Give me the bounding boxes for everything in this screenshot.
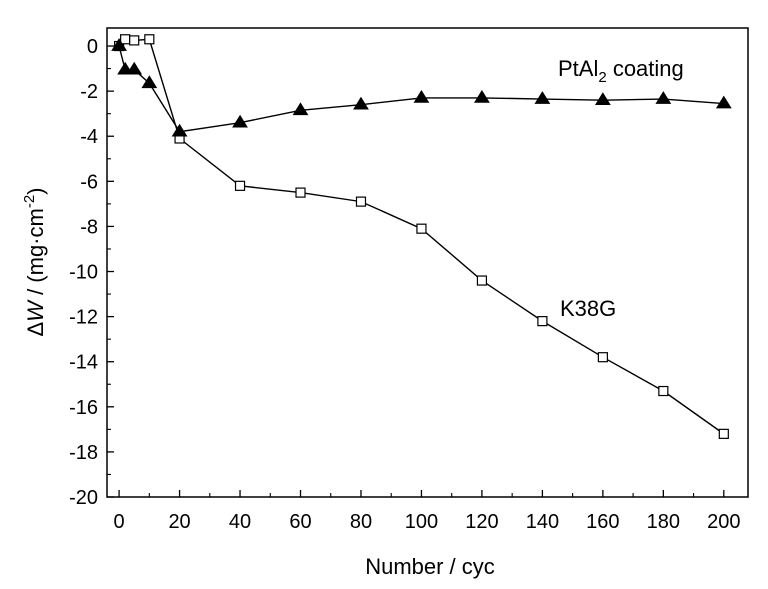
data-point-square	[537, 316, 548, 327]
y-tick-label: -14	[69, 352, 98, 374]
y-tick-label: -10	[69, 262, 98, 284]
annotation-coating-sub: 2	[598, 69, 606, 86]
y-axis-ticks: 0 -2 -4 -6 -8 -10 -12 -14 -16 -18 -20	[69, 36, 114, 509]
data-point-triangle	[594, 92, 611, 105]
y-tick-label: -16	[69, 397, 98, 419]
y-tick-label: -12	[69, 307, 98, 329]
data-point-triangle	[715, 95, 732, 109]
x-tick-label: 160	[586, 511, 619, 533]
data-point-triangle	[534, 91, 551, 104]
x-tick-label: 80	[350, 511, 372, 533]
x-axis-title: Number / cyc	[365, 554, 495, 579]
x-tick-label: 100	[405, 511, 438, 533]
x-tick-label: 120	[465, 511, 498, 533]
data-point-square	[295, 187, 306, 198]
x-tick-label: 0	[114, 511, 125, 533]
data-point-triangle	[232, 114, 248, 128]
y-axis-title-sup: -2	[21, 195, 38, 208]
y-tick-label: -4	[80, 126, 98, 148]
annotation-coating-rest: coating	[607, 56, 684, 81]
y-axis-title-delta: Δ	[23, 322, 48, 337]
x-tick-label: 200	[707, 511, 740, 533]
data-point-square	[129, 35, 140, 46]
y-axis-title-unit: / (mg·cm	[23, 208, 48, 301]
data-point-square	[355, 196, 367, 207]
y-tick-label: -20	[69, 487, 98, 509]
data-point-triangle	[111, 38, 127, 51]
data-point-square	[597, 352, 608, 363]
data-point-triangle	[141, 75, 158, 89]
data-point-triangle	[126, 61, 143, 75]
plot-frame	[106, 27, 749, 498]
data-point-square	[476, 275, 488, 286]
x-tick-label: 20	[168, 511, 190, 533]
data-point-square	[144, 34, 155, 45]
series-markers	[111, 34, 732, 439]
data-point-square	[718, 428, 729, 439]
y-axis-title-var: W	[23, 299, 48, 322]
data-point-triangle	[474, 89, 490, 103]
data-point-square	[234, 180, 246, 191]
data-point-triangle	[353, 96, 369, 110]
y-axis-title: ΔW / (mg·cm-2)	[21, 187, 48, 336]
x-tick-label: 140	[526, 511, 559, 533]
data-point-triangle	[413, 89, 430, 103]
data-point-square	[120, 34, 131, 45]
data-point-triangle	[171, 123, 188, 137]
data-point-triangle	[292, 102, 309, 116]
y-axis-title-close: )	[23, 187, 48, 194]
x-tick-label: 60	[289, 511, 311, 533]
y-tick-label: -2	[80, 81, 98, 103]
y-tick-label: -6	[80, 171, 98, 193]
annotation-coating: PtAl2 coating	[558, 56, 684, 86]
annotation-substrate: K38G	[560, 296, 616, 321]
x-tick-label: 180	[647, 511, 680, 533]
y-tick-label: -18	[69, 442, 98, 464]
data-point-square	[658, 385, 669, 397]
y-tick-label: -8	[80, 216, 98, 238]
annotation-coating-main: PtAl	[558, 56, 598, 81]
y-tick-label: 0	[87, 36, 98, 58]
data-point-triangle	[655, 91, 672, 104]
x-axis-ticks: 0 20 40 60 80 100 120 140 160 180 200	[114, 490, 740, 533]
x-tick-label: 40	[229, 511, 251, 533]
data-point-square	[416, 223, 427, 234]
